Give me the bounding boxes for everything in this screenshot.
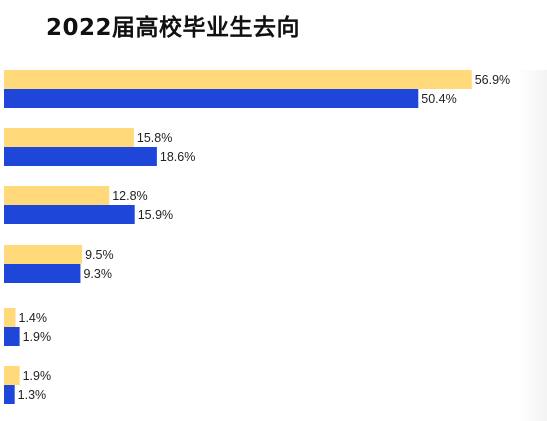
bar-series1-item4 <box>4 245 83 264</box>
data-label-series2-item3: 15.9% <box>138 208 173 222</box>
data-label-series1-item3: 12.8% <box>112 189 147 203</box>
bar-series2-item5 <box>4 327 20 346</box>
data-label-series1-item6: 1.9% <box>23 369 52 383</box>
data-label-series1-item4: 9.5% <box>85 248 114 262</box>
background-edge <box>517 70 547 421</box>
bar-series1-item5 <box>4 308 16 327</box>
data-label-series2-item5: 1.9% <box>23 330 52 344</box>
bar-series2-item3 <box>4 205 135 224</box>
data-label-series2-item6: 1.3% <box>18 388 47 402</box>
bar-series1-item2 <box>4 128 134 147</box>
chart-title: 2022届高校毕业生去向 <box>46 15 301 41</box>
bar-series2-item1 <box>4 89 419 108</box>
bar-series1-item1 <box>4 70 472 89</box>
data-label-series1-item2: 15.8% <box>137 131 172 145</box>
data-label-series2-item4: 9.3% <box>83 267 112 281</box>
data-label-series1-item1: 56.9% <box>475 73 510 87</box>
bar-series2-item6 <box>4 385 15 404</box>
data-label-series2-item2: 18.6% <box>160 150 195 164</box>
data-label-series1-item5: 1.4% <box>19 311 48 325</box>
bar-series2-item4 <box>4 264 81 283</box>
bar-series1-item6 <box>4 366 20 385</box>
bar-series2-item2 <box>4 147 157 166</box>
bar-series1-item3 <box>4 186 110 205</box>
data-label-series2-item1: 50.4% <box>421 92 456 106</box>
